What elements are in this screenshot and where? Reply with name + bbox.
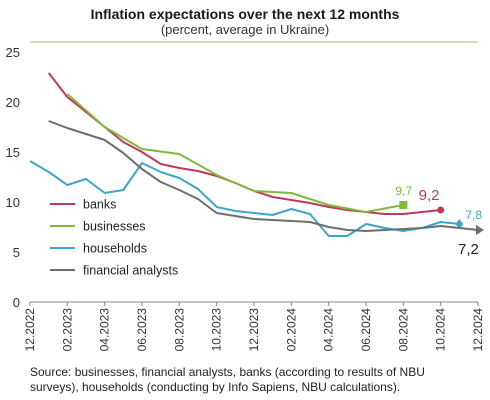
y-tick-label: 0	[13, 295, 20, 310]
x-tick-label: 12.2024	[471, 308, 485, 352]
x-tick-label: 02.2024	[284, 308, 298, 352]
x-tick-label: 06.2023	[135, 308, 149, 352]
end-label-banks: 9,2	[419, 187, 440, 204]
y-tick-label: 15	[6, 145, 20, 160]
x-tick-label: 12.2022	[23, 308, 37, 352]
x-tick-label: 08.2023	[172, 308, 186, 352]
legend-label: financial analysts	[83, 264, 178, 278]
legend-label: businesses	[83, 220, 146, 234]
end-marker-banks	[437, 206, 445, 214]
chart-subtitle: (percent, average in Ukraine)	[160, 22, 330, 37]
axes: 0 5 10 15 20 25 12.2022 02.2023 04.2023 06.2023 08…	[6, 45, 485, 351]
end-label-financial-analysts: 7,2	[458, 241, 479, 258]
x-tick-label: 04.2023	[98, 308, 112, 352]
y-tick-label: 5	[13, 245, 20, 260]
chart-title: Inflation expectations over the next 12 …	[90, 6, 400, 22]
series-layer	[29, 72, 484, 237]
end-marker-businesses	[399, 201, 408, 209]
x-tick-label: 10.2024	[434, 308, 448, 352]
line-chart: 0 5 10 15 20 25 12.2022 02.2023 04.2023 06.2023 08…	[6, 41, 485, 351]
end-labels: 9,2 9,7 7,8 7,2	[395, 184, 482, 258]
x-tick-label: 02.2023	[60, 308, 74, 352]
legend-label: households	[83, 242, 147, 256]
x-tick-label: 12.2023	[247, 308, 261, 352]
y-tick-label: 20	[6, 95, 20, 110]
y-tick-label: 25	[6, 45, 20, 60]
legend-label: banks	[83, 198, 116, 212]
series-line-businesses	[66, 93, 404, 213]
source-note: Source: businesses, financial analysts, …	[30, 365, 425, 394]
end-label-businesses: 9,7	[395, 184, 412, 198]
end-marker-households	[455, 219, 464, 229]
x-tick-label: 08.2024	[396, 308, 410, 352]
end-label-households: 7,8	[465, 208, 482, 222]
series-line-households	[29, 160, 460, 237]
legend: banks businesses households financial analy…	[50, 198, 178, 278]
y-tick-label: 10	[6, 195, 20, 210]
end-marker-financial-analysts	[476, 225, 484, 235]
x-tick-label: 10.2023	[210, 308, 224, 352]
x-tick-label: 04.2024	[322, 308, 336, 352]
series-line-financial-analysts	[48, 120, 479, 232]
x-tick-label: 06.2024	[359, 308, 373, 352]
